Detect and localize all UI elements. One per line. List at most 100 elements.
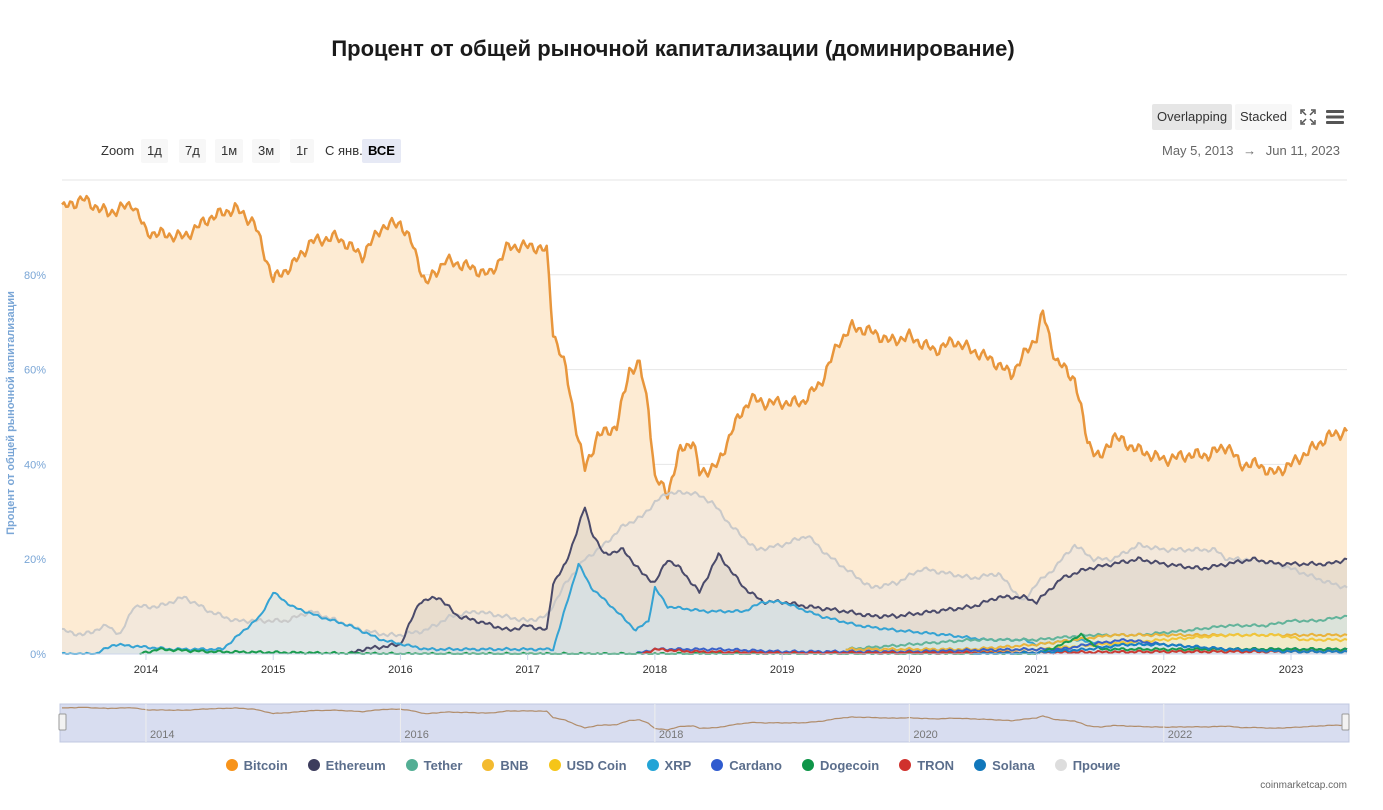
series-line-dogecoin	[139, 632, 1348, 655]
legend-marker	[225, 759, 238, 771]
legend-item-cardano[interactable]: Cardano	[711, 758, 782, 773]
series-area-solana	[973, 643, 1347, 654]
y-tick-label: 40%	[24, 459, 46, 471]
series-area-usd-coin	[973, 633, 1347, 654]
series-area-tron	[642, 648, 1347, 654]
chart-title: Процент от общей рыночной капитализации …	[331, 36, 1015, 61]
zoom-7d-button[interactable]: 7д	[179, 139, 206, 163]
x-tick-label: 2021	[1024, 664, 1048, 676]
range-navigator: 2014 2016 2018 2020 2022	[58, 703, 1350, 743]
navigator-tick-label: 2016	[404, 729, 428, 741]
legend-label: Cardano	[729, 758, 782, 773]
series-line-прочие	[61, 489, 1348, 638]
legend-label: TRON	[917, 758, 955, 773]
legend-marker	[482, 759, 495, 771]
series-line-tron	[641, 647, 1348, 655]
range-to[interactable]: Jun 11, 2023	[1265, 143, 1340, 158]
x-tick-label: 2017	[515, 664, 539, 676]
legend-item-solana[interactable]: Solana	[974, 758, 1035, 773]
y-axis-label: Процент от общей рыночной капитализации	[5, 291, 17, 535]
x-tick-label: 2022	[1152, 664, 1176, 676]
x-tick-label: 2020	[897, 664, 921, 676]
range-from[interactable]: May 5, 2013	[1161, 143, 1234, 158]
series-areas	[62, 196, 1348, 654]
zoom-1d-button[interactable]: 1д	[141, 139, 168, 163]
stacked-button[interactable]: Stacked	[1235, 104, 1292, 130]
menu-icon[interactable]	[1322, 104, 1348, 130]
x-tick-label: 2014	[134, 664, 158, 676]
zoom-1m-button[interactable]: 1м	[215, 139, 244, 163]
zoom-all-button[interactable]: ВСЕ	[362, 139, 401, 163]
legend-item-dogecoin[interactable]: Dogecoin	[802, 758, 879, 773]
navigator-handle-right[interactable]	[1341, 713, 1350, 731]
legend-marker	[711, 759, 724, 771]
legend-marker	[899, 759, 912, 771]
date-range: May 5, 2013 → Jun 11, 2023	[1162, 143, 1340, 158]
legend-item-xrp[interactable]: XRP	[646, 758, 692, 773]
y-tick-label: 20%	[24, 554, 46, 566]
x-tick-label: 2016	[388, 664, 412, 676]
series-line-tether	[845, 614, 1348, 651]
range-arrow: →	[1243, 143, 1257, 158]
series-line-bnb	[845, 632, 1348, 652]
y-tick-label: 60%	[24, 365, 46, 377]
navigator-mask	[59, 703, 1350, 743]
legend-label: Tether	[423, 758, 463, 773]
series-area-ethereum	[349, 507, 1347, 654]
legend-marker	[307, 759, 320, 771]
series-area-bnb	[845, 633, 1347, 654]
y-axis: 0% 20% 40% 60% 80%	[24, 270, 46, 661]
x-tick-label: 2019	[770, 664, 794, 676]
series-area-xrp	[62, 563, 1347, 654]
series-line-usd-coin	[972, 632, 1348, 654]
x-axis: 2014 2015 2016 2017 2018 2019 2020 2021 2022 2023	[62, 653, 1347, 676]
navigator-tick-label: 2014	[150, 729, 174, 741]
fullscreen-icon[interactable]	[1295, 104, 1321, 130]
chart-legend: Bitcoin Ethereum Tether BNB USD Coin XRP Carda…	[0, 758, 1346, 773]
series-area-tether	[845, 615, 1347, 654]
series-area-прочие	[62, 490, 1347, 654]
legend-label: Bitcoin	[243, 758, 288, 773]
zoom-ytd-button[interactable]: С янв.	[325, 143, 363, 158]
y-tick-label: 80%	[24, 270, 46, 282]
legend-label: BNB	[500, 758, 529, 773]
series-area-bitcoin	[62, 196, 1347, 654]
legend-marker	[405, 759, 418, 771]
legend-item-ethereum[interactable]: Ethereum	[307, 758, 386, 773]
x-tick-label: 2023	[1279, 664, 1303, 676]
navigator-handle-left[interactable]	[58, 713, 67, 731]
legend-item-tether[interactable]: Tether	[405, 758, 463, 773]
legend-marker	[548, 759, 561, 771]
zoom-3m-button[interactable]: 3м	[252, 139, 281, 163]
overlapping-button[interactable]: Overlapping	[1152, 104, 1233, 130]
series-line-bitcoin	[61, 194, 1349, 500]
x-tick-label: 2018	[643, 664, 667, 676]
chart-grid	[62, 179, 1347, 655]
legend-item-bitcoin[interactable]: Bitcoin	[225, 758, 288, 773]
navigator-tick-label: 2022	[1168, 729, 1192, 741]
series-area-cardano	[635, 639, 1347, 654]
credit: coinmarketcap.com	[1260, 780, 1347, 791]
navigator-tick-label: 2018	[659, 729, 683, 741]
legend-label: Ethereum	[325, 758, 386, 773]
series-lines	[61, 194, 1349, 655]
zoom-label: Zoom	[101, 143, 135, 158]
y-tick-label: 0%	[30, 649, 46, 661]
legend-item-tron[interactable]: TRON	[899, 758, 954, 773]
x-tick-label: 2015	[261, 664, 285, 676]
series-line-cardano	[635, 638, 1348, 655]
legend-item-usd-coin[interactable]: USD Coin	[548, 758, 627, 773]
series-line-ethereum	[349, 506, 1348, 654]
navigator-tick-label: 2020	[913, 729, 937, 741]
legend-label: XRP	[664, 758, 692, 773]
legend-item-bnb[interactable]: BNB	[482, 758, 529, 773]
legend-marker	[1054, 759, 1067, 771]
series-line-xrp	[61, 562, 1348, 655]
navigator-series	[61, 706, 1348, 731]
legend-label: Dogecoin	[820, 758, 880, 773]
legend-marker	[646, 759, 659, 771]
legend-item-прочие[interactable]: Прочие	[1054, 758, 1120, 773]
series-area-dogecoin	[139, 633, 1348, 654]
legend-marker	[974, 759, 987, 771]
zoom-1y-button[interactable]: 1г	[290, 139, 314, 163]
